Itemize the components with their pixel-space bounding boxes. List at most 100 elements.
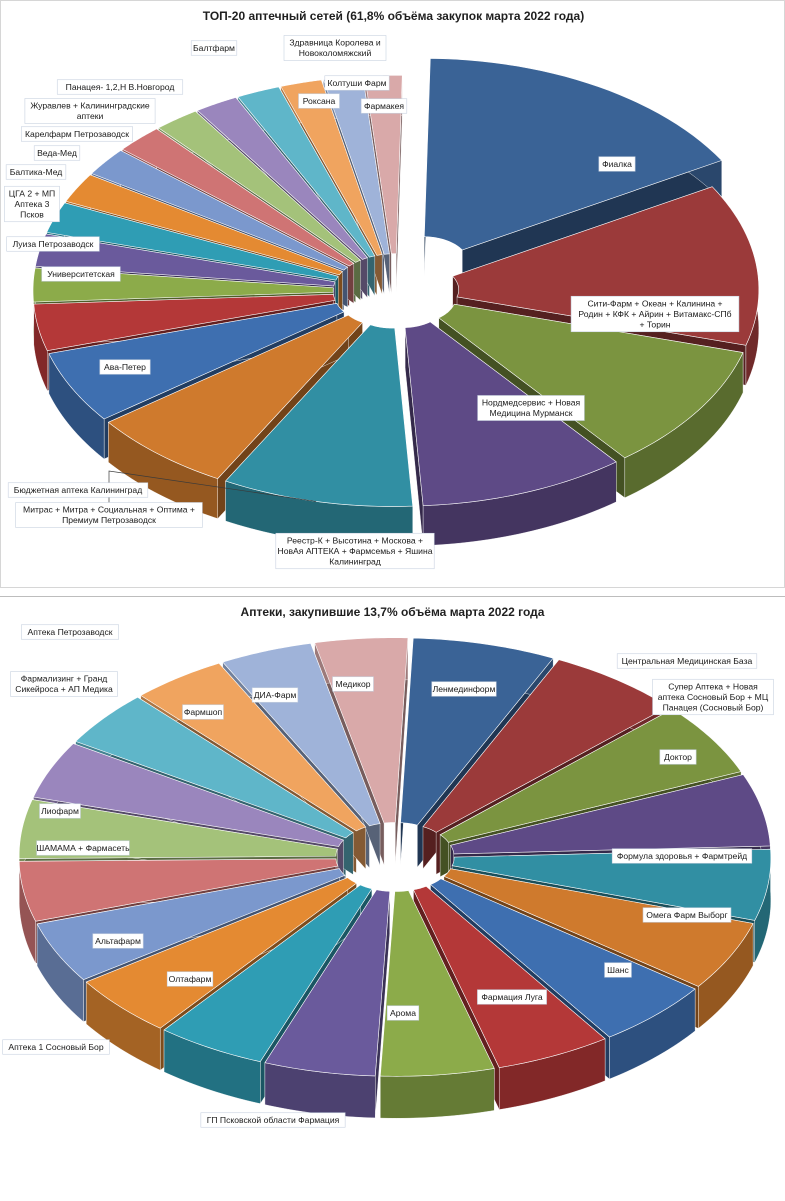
label-box: [386, 1005, 420, 1021]
slice-label: Аптека 1 Сосновый Бор: [2, 1039, 110, 1055]
label-box: [611, 848, 753, 864]
slice-label-text: Балтика-Мед: [10, 167, 63, 177]
slice-label-text: ДИА-Фарм: [254, 690, 297, 700]
label-box: [21, 624, 119, 640]
pie-slice: [264, 889, 391, 1119]
label-box: [182, 704, 224, 720]
slice-label-text: Центральная Медицинская База: [622, 656, 753, 666]
slice-label-text: Нордмедсервис + Новая: [482, 398, 581, 408]
slice-label: Арома: [386, 1005, 420, 1021]
slice-label-text: Карелфарм Петрозаводск: [25, 129, 129, 139]
slice-label-text: Калининград: [329, 556, 381, 566]
slice-label-text: Аптека 1 Сосновый Бор: [8, 1042, 103, 1052]
slice-label-text: Доктор: [664, 752, 692, 762]
slice-label-text: Панацея- 1,2,Н В.Новгород: [66, 82, 175, 92]
label-box: [20, 126, 134, 142]
slice-label-text: Фиалка: [602, 159, 632, 169]
label-box: [56, 79, 184, 95]
pie-chart-rest: Ленмединформ Центральная Медицинская База…: [2, 624, 774, 1128]
slice-label-text: Университетская: [47, 269, 115, 279]
slice-label-text: Новоколомяжский: [299, 48, 372, 58]
slice-label: Шанс: [604, 962, 632, 978]
label-box: [99, 359, 151, 375]
slice-label: Роксана: [298, 93, 340, 109]
label-box: [477, 989, 547, 1005]
slice-label-text: Супер Аптека + Новая: [668, 681, 758, 691]
pie-slice: [438, 303, 744, 499]
slice-label-text: Арома: [390, 1008, 416, 1018]
slice-label-text: Бюджетная аптека Калининград: [14, 485, 142, 495]
label-box: [283, 35, 387, 61]
label-box: [360, 98, 408, 114]
slice-label: Лиофарм: [39, 803, 81, 819]
label-box: [598, 156, 636, 172]
slice-label: Фармация Луга: [477, 989, 547, 1005]
slice-label-text: Шанс: [607, 965, 629, 975]
label-box: [251, 687, 299, 703]
label-box: [6, 236, 100, 252]
label-box: [24, 98, 156, 124]
slice-label-text: аптеки: [77, 111, 104, 121]
slice-label-text: Сикейроса + АП Медика: [15, 684, 113, 694]
label-box: [652, 678, 774, 716]
slice-label-text: Аптека 3: [15, 199, 50, 209]
label-box: [431, 681, 497, 697]
label-box: [33, 145, 81, 161]
slice-label: Формула здоровья + Фармтрейд: [611, 848, 753, 864]
label-box: [36, 840, 130, 856]
slice-label-text: Панацея (Сосновый Бор): [663, 702, 764, 712]
label-box: [659, 749, 697, 765]
slice-label-text: Медикор: [335, 679, 370, 689]
slice-label: Сити-Фарм + Океан + Калинина +Родин + КФ…: [570, 295, 740, 333]
slice-label-text: Фармализинг + Гранд: [21, 674, 108, 684]
slice-label: ГП Псковской области Фармация: [200, 1112, 346, 1128]
slice-label-text: + Торин: [639, 319, 670, 329]
chart-panel-rest: Аптеки, закупившие 13,7% объёма марта 20…: [0, 596, 785, 1200]
slice-label: Веда-Мед: [33, 145, 81, 161]
slice-label: Фармшоп: [182, 704, 224, 720]
label-box: [41, 266, 121, 282]
slice-label-text: Веда-Мед: [37, 148, 77, 158]
slice-label: Луиза Петрозаводск: [6, 236, 100, 252]
label-box: [15, 502, 203, 528]
label-box: [5, 164, 67, 180]
slice-label-text: НовАя АПТЕКА + Фармсемья + Яшина: [278, 546, 433, 556]
label-box: [324, 75, 390, 91]
slice-label: Доктор: [659, 749, 697, 765]
label-box: [200, 1112, 346, 1128]
slice-label-text: Альтафарм: [95, 936, 141, 946]
slice-label-text: ГП Псковской области Фармация: [207, 1115, 340, 1125]
slice-label: Колтуши Фарм: [324, 75, 390, 91]
slice-label: Карелфарм Петрозаводск: [20, 126, 134, 142]
slice-label-text: ШАМАМА + Фармасеть: [36, 843, 130, 853]
slice-label-text: Аптека Петрозаводск: [27, 627, 112, 637]
slice-label: Олтафарм: [166, 971, 214, 987]
label-box: [604, 962, 632, 978]
slice-label: Ленмединформ: [431, 681, 497, 697]
slice-label: Альтафарм: [92, 933, 144, 949]
chart-title: Аптеки, закупившие 13,7% объёма марта 20…: [240, 605, 545, 619]
pie-chart-top-20: Фиалка Сити-Фарм + Океан + Калинина +Роди…: [4, 35, 760, 570]
slice-label-text: Журавлев + Калининградские: [30, 101, 150, 111]
slice-label-text: Лиофарм: [41, 806, 79, 816]
slice-label: Балтика-Мед: [5, 164, 67, 180]
slice-label-text: Премиум Петрозаводск: [62, 515, 156, 525]
slice-label: Ава-Петер: [99, 359, 151, 375]
label-box: [298, 93, 340, 109]
slice-label: Центральная Медицинская База: [616, 653, 758, 669]
label-box: [332, 676, 374, 692]
pie-slice: [379, 890, 495, 1119]
slice-label-text: Луиза Петрозаводск: [13, 239, 94, 249]
label-box: [477, 395, 585, 421]
slice-label-text: Фармация Луга: [481, 992, 543, 1002]
slice-label: Медикор: [332, 676, 374, 692]
slice-label-text: Ленмединформ: [433, 684, 496, 694]
label-box: [4, 185, 60, 223]
slice-label: Балтфарм: [190, 40, 238, 56]
slice-label-text: Роксана: [303, 96, 336, 106]
